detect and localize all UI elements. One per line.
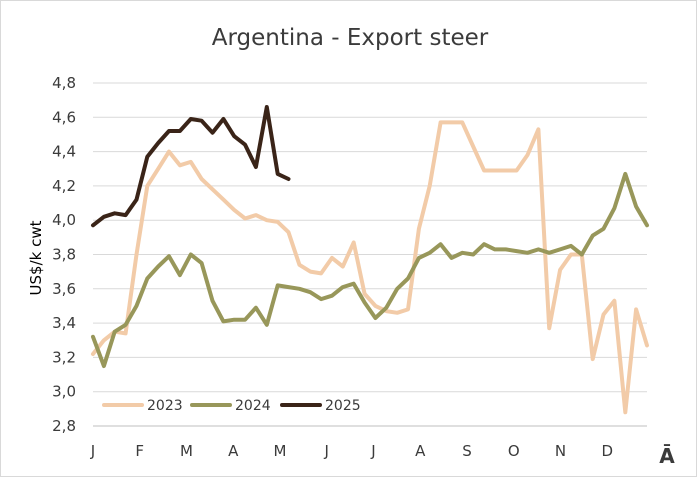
y-tick-label: 3,0: [52, 383, 76, 401]
legend: 2023 2024 2025: [102, 398, 361, 414]
x-tick-label: O: [508, 442, 520, 460]
x-tick-label: J: [324, 442, 329, 460]
x-tick-label: J: [90, 442, 95, 460]
y-tick-label: 3,2: [52, 348, 76, 366]
legend-label-2023: 2023: [147, 398, 183, 414]
chart-title: Argentina - Export steer: [212, 25, 489, 51]
series-lines: [91, 105, 649, 415]
x-tick-label: S: [462, 442, 472, 460]
series-line-2023: [91, 120, 649, 415]
y-tick-label: 2,8: [52, 417, 76, 435]
x-tick-label: A: [415, 442, 426, 460]
y-tick-labels: 2,8 3,0 3,2 3,4 3,6 3,8 4,0 4,2 4,4 4,6 4,8: [52, 74, 76, 435]
y-tick-label: 4,0: [52, 211, 76, 229]
x-tick-label: D: [601, 442, 613, 460]
legend-label-2025: 2025: [325, 398, 361, 414]
x-tick-label: F: [135, 442, 144, 460]
y-tick-label: 4,2: [52, 177, 76, 195]
corner-glyph: Ā: [659, 444, 675, 468]
y-tick-label: 4,8: [52, 74, 76, 92]
x-tick-label: A: [228, 442, 239, 460]
x-tick-label: M: [274, 442, 287, 460]
x-tick-label: N: [555, 442, 566, 460]
y-tick-label: 3,8: [52, 246, 76, 264]
gridlines: [93, 82, 647, 427]
y-tick-label: 4,4: [52, 143, 76, 161]
y-axis-label: US$/k cwt: [27, 220, 45, 295]
series-line-2025: [91, 105, 291, 228]
x-tick-label: J: [370, 442, 375, 460]
legend-label-2024: 2024: [235, 398, 271, 414]
y-tick-label: 4,6: [52, 108, 76, 126]
x-tick-label: M: [180, 442, 193, 460]
series-line-2024: [91, 171, 649, 368]
y-tick-label: 3,6: [52, 280, 76, 298]
y-tick-label: 3,4: [52, 314, 76, 332]
